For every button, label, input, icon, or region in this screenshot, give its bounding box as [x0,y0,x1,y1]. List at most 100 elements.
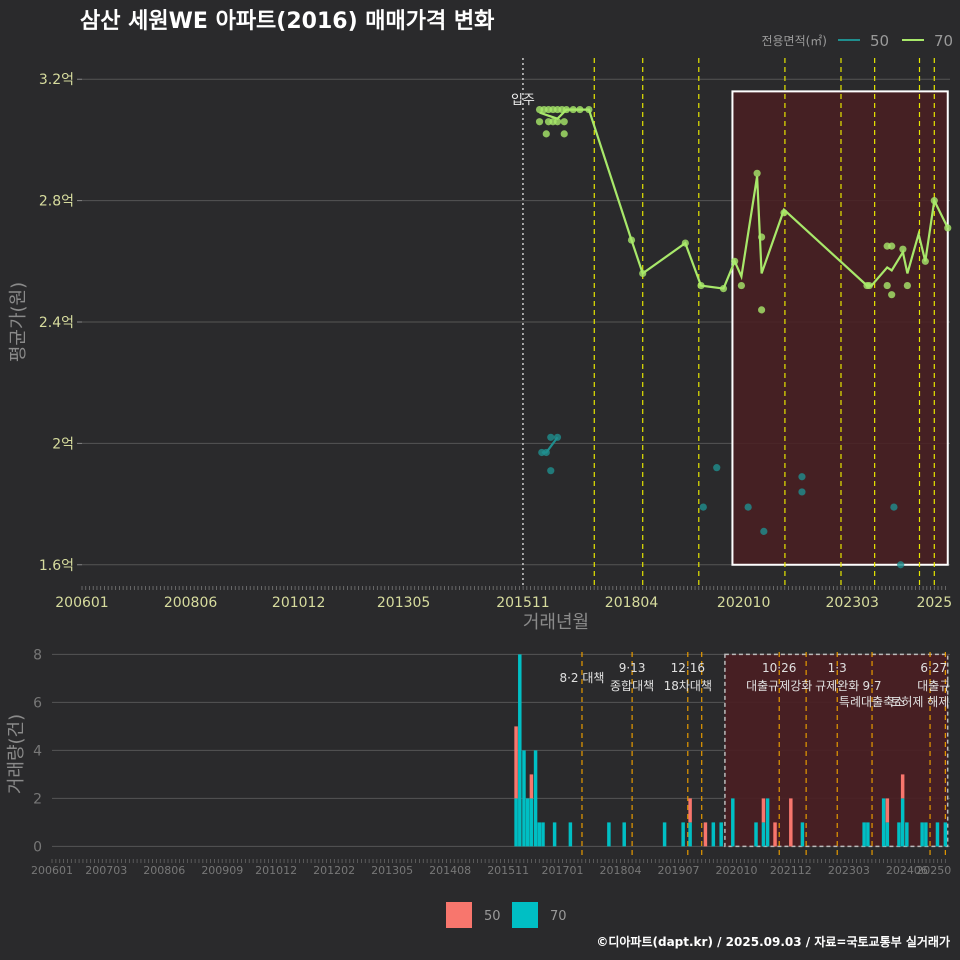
legend-title: 전용면적(㎡) [761,34,827,48]
x-tick-label-bottom: 200703 [85,864,127,877]
policy-name-label: 특례대출축소 [839,695,905,709]
policy-name-label: 대출규제강화 [746,679,812,693]
x-tick-label: 201305 [377,595,430,611]
x-tick-label-bottom: 202112 [770,864,812,877]
legend-label-50: 50 [870,32,889,50]
data-point-50 [890,503,898,511]
y-tick-label: 2.4억 [39,315,74,331]
data-point-70 [944,224,952,232]
x-tick-label: 202303 [825,595,878,611]
policy-date-label: 6·27 [920,661,947,675]
x-tick-label-bottom: 202010 [716,864,758,877]
data-point-70 [639,269,647,278]
x-tick-label-bottom: 201408 [429,864,471,877]
bar-70 [866,822,870,847]
bar-70 [711,822,716,847]
data-point-70 [753,169,761,177]
bar-70 [568,822,573,847]
data-point-70 [780,209,788,217]
data-point-70 [757,233,766,241]
y-axis-title-bottom: 거래량(건) [6,714,27,794]
x-tick-label-bottom: 200601 [31,864,73,877]
data-point-50 [699,503,707,511]
x-tick-label: 200601 [55,595,108,611]
bar-50 [703,822,708,847]
bar-70 [920,822,924,847]
bar-70 [943,822,948,847]
bar-70 [862,822,866,847]
data-point-50 [798,488,806,496]
bar-50 [885,798,890,823]
x-tick-label: 2025 [916,595,952,611]
x-tick-label-bottom: 200909 [201,864,243,877]
y-axis-title: 평균가(원) [8,282,29,362]
bar-70 [522,750,526,847]
policy-date-label: 1·3 [828,661,847,675]
bar-70 [900,798,905,847]
policy-date-label: 9·7 [862,679,881,693]
y-tick-label: 1.6억 [39,558,74,574]
data-point-70 [888,242,896,250]
x-tick-label-bottom: 201701 [541,864,583,877]
bar-70 [607,822,611,847]
highlight-region [731,90,949,566]
bar-70 [935,822,940,847]
x-tick-label-bottom: 201202 [313,864,355,877]
page-title: 삼산 세원WE 아파트(2016) 매매가격 변화 [80,9,494,34]
data-point-70 [757,306,766,314]
data-point-50 [542,448,550,457]
x-tick-label: 201012 [272,595,325,611]
x-tick-label-bottom: 202303 [828,864,870,877]
bar-legend-label-50: 50 [484,909,501,924]
data-point-70 [562,105,571,114]
y-tick-label: 2억 [52,436,74,452]
bar-70 [924,822,928,847]
bar-70 [514,798,518,847]
data-point-70 [731,257,739,265]
x-tick-label-bottom: 201511 [487,864,529,877]
y-tick-label-bottom: 4 [33,743,42,759]
data-point-50 [798,473,806,481]
bar-70 [905,822,909,847]
bar-70 [897,822,901,847]
bar-70 [552,822,557,847]
data-point-50 [760,527,768,535]
data-point-70 [576,105,584,114]
bar-70 [761,822,766,847]
bar-legend-label-70: 70 [550,909,567,924]
bar-70 [525,798,530,847]
policy-name-label: 토허제 해제 [890,695,949,709]
y-tick-label: 3.2억 [39,72,74,88]
y-tick-label-bottom: 6 [33,695,42,711]
bar-70 [518,654,522,847]
bar-70 [662,822,667,847]
bar-70 [529,798,534,847]
x-tick-label-bottom: 20250 [916,864,951,877]
x-tick-label-bottom: 201907 [658,864,700,877]
bar-70 [541,822,545,847]
data-point-70 [903,281,911,290]
policy-date-label: 10·26 [762,661,796,675]
data-point-50 [553,433,562,441]
x-tick-label-bottom: 200806 [143,864,185,877]
x-tick-label-bottom: 201305 [371,864,413,877]
y-tick-label-bottom: 8 [33,647,42,663]
data-point-70 [921,257,929,265]
bar-50 [773,822,777,847]
bar-70 [754,822,758,847]
bar-50 [688,798,692,823]
bar-70 [881,798,886,847]
data-point-50 [713,464,721,472]
x-tick-label: 202010 [717,595,770,611]
x-tick-label: 201511 [496,595,549,611]
credit-line: ©디아파트(dapt.kr) / 2025.09.03 / 자료=국토교통부 실… [596,934,950,949]
data-point-70 [569,105,577,114]
x-tick-label-bottom: 202406 [886,864,928,877]
data-point-70 [697,281,705,290]
data-point-70 [535,118,544,126]
data-point-70 [560,130,568,138]
data-point-70 [719,285,728,293]
y-tick-label: 2.8억 [39,194,74,210]
y-tick-label-bottom: 2 [33,791,42,807]
